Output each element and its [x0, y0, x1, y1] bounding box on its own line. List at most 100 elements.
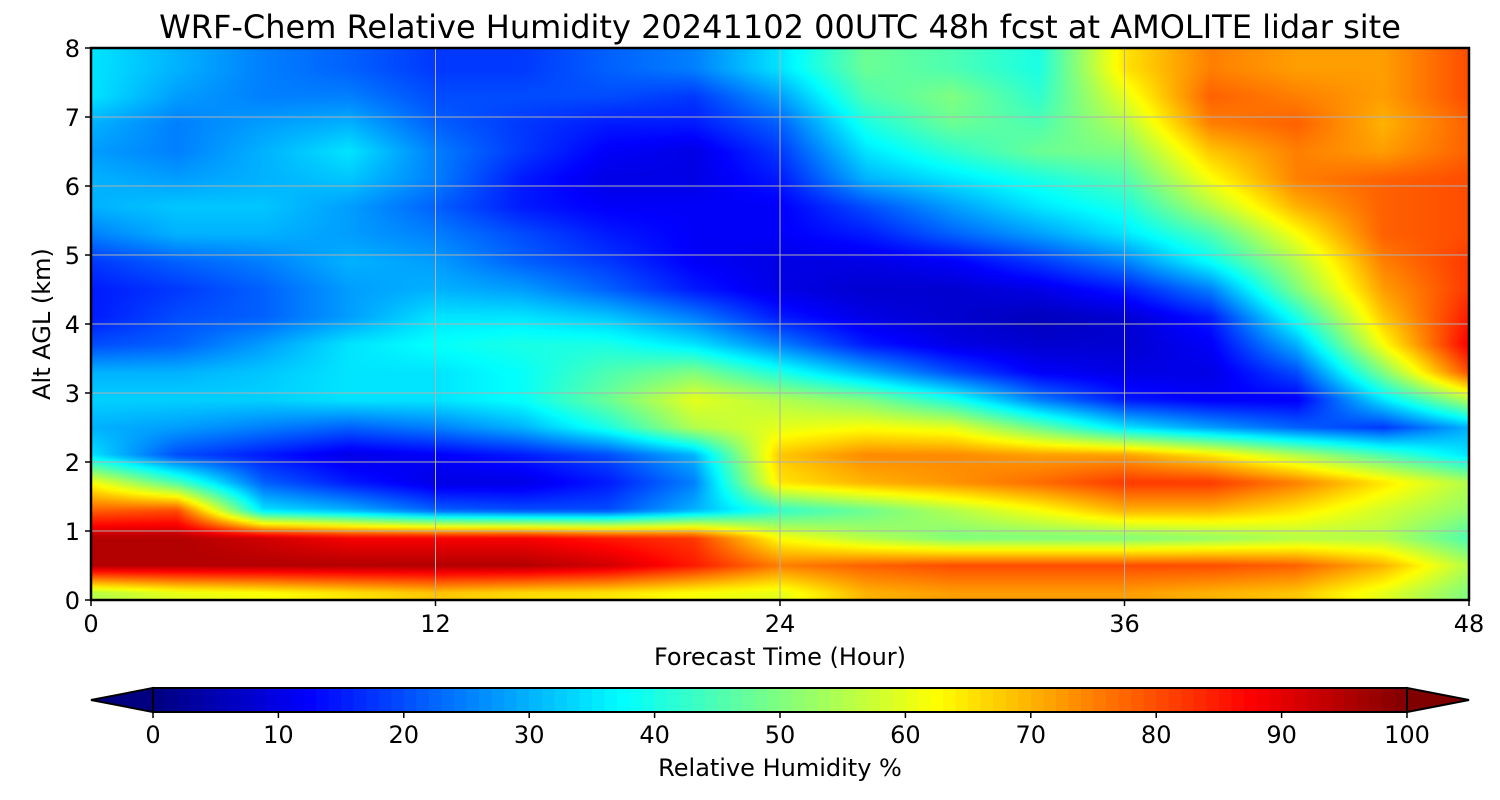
colorbar-segment [1005, 688, 1019, 712]
colorbar-segment [453, 688, 468, 712]
colorbar-segment [416, 688, 430, 712]
colorbar-segment [479, 688, 493, 712]
x-axis-title: Forecast Time (Hour) [654, 643, 906, 671]
y-tick-label: 4 [65, 311, 80, 339]
colorbar-segment [1118, 688, 1132, 712]
colorbar-segment [353, 688, 367, 712]
x-tick-label: 0 [83, 610, 98, 638]
y-tick-label: 3 [65, 380, 80, 408]
colorbar-segment [679, 688, 693, 712]
colorbar-segment [1394, 688, 1408, 712]
colorbar-segment [955, 688, 969, 712]
colorbar-segment [805, 688, 819, 712]
colorbar-segment [328, 688, 342, 712]
colorbar-tick-label: 70 [1016, 721, 1047, 749]
colorbar-segment [391, 688, 405, 712]
colorbar-segment [165, 688, 179, 712]
colorbar-segment [1331, 688, 1345, 712]
colorbar-segment [253, 688, 267, 712]
colorbar-segment [667, 688, 681, 712]
colorbar-segment [642, 688, 656, 712]
colorbar-segment [1381, 688, 1396, 712]
colorbar-segment [178, 688, 192, 712]
colorbar-segment [1156, 688, 1170, 712]
colorbar-segment [529, 688, 543, 712]
colorbar-segment [1093, 688, 1107, 712]
colorbar-segment [265, 688, 279, 712]
colorbar-segment [1030, 688, 1044, 712]
x-tick-label: 24 [765, 610, 796, 638]
colorbar-segment [930, 688, 944, 712]
colorbar-segment [153, 688, 167, 712]
colorbar-segment [855, 688, 869, 712]
y-tick-label: 6 [65, 173, 80, 201]
colorbar-segment [1168, 688, 1182, 712]
colorbar-segment [842, 688, 856, 712]
colorbar-segment [792, 688, 806, 712]
colorbar-segment [892, 688, 906, 712]
colorbar-segment [554, 688, 568, 712]
colorbar-segment [654, 688, 668, 712]
y-axis-ticks: 0 1 2 3 4 5 6 7 8 [65, 35, 91, 615]
colorbar-segment [290, 688, 305, 712]
colorbar-segment [880, 688, 894, 712]
colorbar-segment [704, 688, 718, 712]
colorbar-segment [742, 688, 756, 712]
colorbar-segment [316, 688, 330, 712]
colorbar-segment [1356, 688, 1370, 712]
y-tick-label: 1 [65, 518, 80, 546]
colorbar-segment [1243, 688, 1258, 712]
colorbar-segment [629, 688, 643, 712]
colorbar-segment [1143, 688, 1157, 712]
colorbar: 0 10 20 30 40 50 60 70 80 90 100 Relative Humidity… [90, 686, 1470, 782]
colorbar-segment [1269, 688, 1283, 712]
colorbar-segment [228, 688, 242, 712]
colorbar-segment [1106, 688, 1120, 712]
plot-area [89, 46, 1471, 602]
y-axis-title: Alt AGL (km) [28, 248, 56, 400]
colorbar-segment [917, 688, 932, 712]
x-axis-ticks: 0 12 24 36 48 [83, 600, 1484, 638]
colorbar-tick-label: 80 [1141, 721, 1172, 749]
colorbar-segment [717, 688, 731, 712]
colorbar-segment [541, 688, 555, 712]
colorbar-segment [504, 688, 518, 712]
colorbar-segment [1319, 688, 1333, 712]
colorbar-segment [466, 688, 480, 712]
y-tick-label: 8 [65, 35, 80, 63]
colorbar-segment [993, 688, 1007, 712]
colorbar-segment [491, 688, 505, 712]
colorbar-segment [943, 688, 957, 712]
colorbar-segment [1294, 688, 1308, 712]
colorbar-segment [516, 688, 530, 712]
x-tick-label: 36 [1109, 610, 1140, 638]
colorbar-segment [240, 688, 254, 712]
x-tick-label: 12 [420, 610, 451, 638]
colorbar-segment [980, 688, 994, 712]
colorbar-tick-label: 60 [890, 721, 921, 749]
colorbar-segment [1043, 688, 1057, 712]
colorbar-segment [378, 688, 392, 712]
colorbar-segment [1218, 688, 1233, 712]
chart-title: WRF-Chem Relative Humidity 20241102 00UT… [159, 8, 1401, 46]
colorbar-segment [780, 688, 794, 712]
colorbar-segment [203, 688, 217, 712]
colorbar-segment [1193, 688, 1207, 712]
colorbar-extend-high [1406, 686, 1470, 714]
x-tick-label: 48 [1454, 610, 1485, 638]
colorbar-segment [754, 688, 769, 712]
colorbar-segment [867, 688, 881, 712]
colorbar-segment [604, 688, 618, 712]
colorbar-segment [1068, 688, 1082, 712]
colorbar-segment [366, 688, 380, 712]
colorbar-segment [341, 688, 355, 712]
colorbar-segment [1131, 688, 1145, 712]
y-tick-label: 2 [65, 449, 80, 477]
colorbar-tick-label: 90 [1266, 721, 1297, 749]
colorbar-segment [403, 688, 417, 712]
colorbar-segment [692, 688, 706, 712]
colorbar-segment [1231, 688, 1245, 712]
colorbar-segment [579, 688, 593, 712]
colorbar-segment [1369, 688, 1383, 712]
